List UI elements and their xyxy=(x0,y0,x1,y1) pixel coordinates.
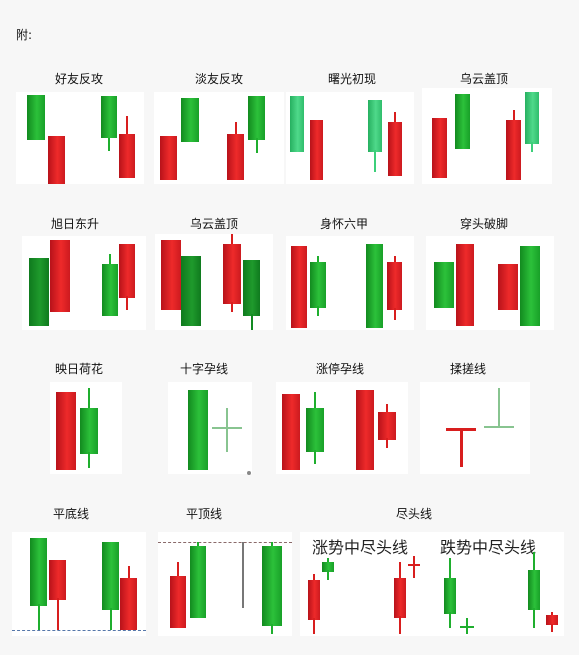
pattern-chart-14 xyxy=(158,532,292,636)
bullish-candle-3 xyxy=(368,100,382,172)
guide-line xyxy=(212,427,242,429)
pattern-label-10: 十字孕线 xyxy=(179,362,229,376)
pattern-chart-9 xyxy=(50,382,122,474)
pattern-label-4: 乌云盖顶 xyxy=(459,72,509,86)
pattern-chart-8 xyxy=(426,236,554,330)
bullish-candle-4 xyxy=(243,252,260,332)
pattern-label-6: 乌云盖顶 xyxy=(189,217,239,231)
bullish-candle-4 xyxy=(520,246,540,326)
bullish-candle-1 xyxy=(188,390,208,470)
pattern-chart-5 xyxy=(22,236,146,330)
bearish-candle-1 xyxy=(291,246,307,328)
pattern-label-14: 平顶线 xyxy=(185,507,223,521)
guide-line xyxy=(158,542,292,543)
bullish-candle-2 xyxy=(181,256,201,326)
guide-line xyxy=(247,471,251,475)
bearish-candle-4 xyxy=(378,404,396,448)
bullish-candle-4 xyxy=(444,558,456,628)
bullish-candle-2 xyxy=(455,94,470,149)
bullish-candle-1 xyxy=(27,95,45,140)
bearish-candle-3 xyxy=(394,562,406,634)
guide-line xyxy=(484,426,514,428)
bearish-candle-3 xyxy=(227,122,244,180)
bullish-candle-2 xyxy=(310,256,326,316)
pattern-label-9: 映日荷花 xyxy=(54,362,104,376)
bearish-candle-6 xyxy=(546,612,558,632)
bearish-candle-3 xyxy=(506,110,521,180)
pattern-chart-3 xyxy=(286,92,414,184)
bullish-candle-2 xyxy=(322,558,334,584)
bearish-candle-4 xyxy=(387,256,402,320)
bearish-candle-4 xyxy=(119,244,135,310)
pattern-chart-11 xyxy=(276,382,408,474)
bearish-candle-2 xyxy=(310,120,323,180)
bullish-candle-2 xyxy=(306,392,324,464)
guide-line xyxy=(226,408,228,452)
bearish-candle-3 xyxy=(498,264,518,310)
bullish-candle-4 xyxy=(248,96,265,153)
bearish-candle-1 xyxy=(432,118,447,178)
bearish-candle-2 xyxy=(48,136,65,184)
pattern-label-5: 旭日东升 xyxy=(50,217,100,231)
appendix-label: 附: xyxy=(16,28,33,42)
bearish-candle-4 xyxy=(119,116,135,178)
pattern-chart-13 xyxy=(12,532,146,636)
bullish-candle-3 xyxy=(101,96,117,151)
bearish-candle-3 xyxy=(356,390,374,470)
pattern-label-12: 揉搓线 xyxy=(449,362,487,376)
pattern-chart-15: 涨势中尽头线 跌势中尽头线 xyxy=(300,532,564,636)
pattern-label-13: 平底线 xyxy=(52,507,90,521)
bullish-candle-3 xyxy=(102,254,118,324)
bearish-candle-1 xyxy=(160,136,177,180)
bearish-candle-2 xyxy=(456,244,474,326)
pattern-chart-12 xyxy=(420,382,530,474)
downtrend-caption: 跌势中尽头线 xyxy=(440,538,537,557)
bearish-candle-1 xyxy=(161,240,181,310)
pattern-label-15: 尽头线 xyxy=(395,507,433,521)
pattern-label-8: 穿头破脚 xyxy=(459,217,509,231)
bullish-candle-3 xyxy=(262,542,282,636)
bearish-candle-1 xyxy=(56,392,76,470)
bullish-candle-1 xyxy=(434,262,454,308)
pattern-chart-1 xyxy=(16,92,144,184)
guide-line xyxy=(242,542,244,608)
guide-line xyxy=(498,388,500,427)
bullish-candle-5 xyxy=(528,552,540,628)
bearish-candle-2 xyxy=(50,240,70,312)
pattern-label-11: 涨停孕线 xyxy=(315,362,365,376)
pattern-chart-7 xyxy=(286,236,414,330)
pattern-chart-2 xyxy=(154,92,284,184)
bearish-candle-4 xyxy=(388,112,402,176)
pattern-label-2: 淡友反攻 xyxy=(194,72,244,86)
bullish-candle-1 xyxy=(29,258,49,326)
bearish-candle-4 xyxy=(120,566,137,634)
guide-line xyxy=(413,556,415,578)
guide-line xyxy=(460,429,463,467)
pattern-label-7: 身怀六甲 xyxy=(319,217,369,231)
guide-line xyxy=(12,630,146,631)
bearish-candle-1 xyxy=(282,394,300,470)
bullish-candle-3 xyxy=(102,542,119,630)
bullish-candle-1 xyxy=(30,538,47,630)
pattern-label-1: 好友反攻 xyxy=(54,72,104,86)
bullish-candle-2 xyxy=(190,542,206,622)
bearish-candle-1 xyxy=(308,574,320,634)
guide-line xyxy=(466,618,468,634)
bearish-candle-1 xyxy=(170,562,186,632)
bullish-candle-3 xyxy=(366,244,383,328)
pattern-chart-6 xyxy=(155,234,273,330)
bearish-candle-3 xyxy=(223,234,241,314)
pattern-chart-4 xyxy=(422,88,552,184)
pattern-label-3: 曙光初现 xyxy=(327,72,377,86)
bullish-candle-2 xyxy=(181,98,199,142)
uptrend-caption: 涨势中尽头线 xyxy=(312,538,409,557)
bearish-candle-2 xyxy=(49,560,66,630)
pattern-chart-10 xyxy=(168,382,252,475)
bullish-candle-4 xyxy=(525,92,539,152)
bullish-candle-1 xyxy=(290,96,304,152)
bullish-candle-2 xyxy=(80,388,98,468)
